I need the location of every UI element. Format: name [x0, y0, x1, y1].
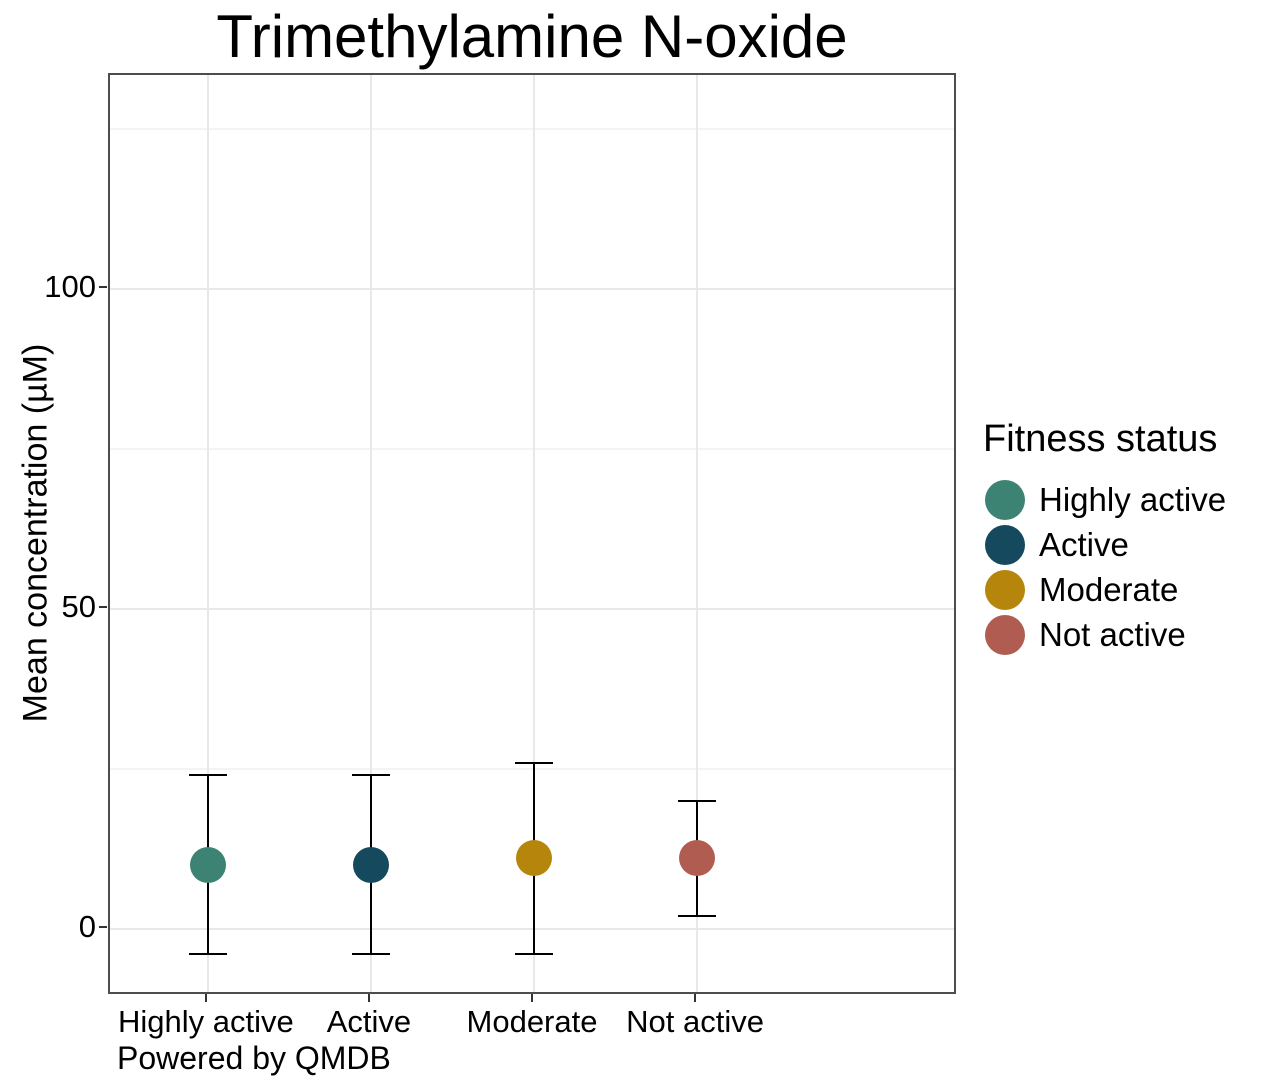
y-tick-label: 0	[78, 908, 96, 944]
x-tick-mark	[531, 994, 533, 1002]
legend: Fitness status Highly active Active Modera…	[983, 418, 1226, 657]
errorbar-cap-bottom	[515, 953, 553, 956]
y-tick-mark	[99, 925, 107, 928]
legend-swatch	[985, 614, 1025, 655]
x-tick-mark	[367, 994, 370, 1002]
legend-entry: Highly active	[985, 477, 1226, 522]
errorbar-cap-top	[515, 761, 553, 764]
y-axis-title: Mean concentration (µM)	[16, 343, 55, 723]
gridline-major	[110, 927, 954, 930]
y-tick-label: 100	[44, 269, 96, 305]
gridline-vertical	[533, 75, 535, 992]
legend-entry: Active	[985, 522, 1226, 567]
y-tick-label: 50	[61, 589, 96, 625]
gridline-minor	[110, 448, 954, 451]
gridline-minor	[110, 767, 954, 770]
plot-panel	[108, 73, 956, 994]
x-tick-mark	[694, 994, 697, 1002]
data-point	[516, 840, 552, 877]
x-tick-label: Not active	[626, 1004, 764, 1039]
x-tick-label: Moderate	[466, 1004, 598, 1039]
data-point	[352, 846, 389, 883]
data-point	[679, 840, 716, 877]
legend-entry: Not active	[985, 612, 1226, 657]
x-tick-label: Highly active	[117, 1004, 294, 1039]
legend-swatch	[985, 479, 1025, 520]
errorbar-cap-bottom	[351, 953, 390, 956]
legend-label: Highly active	[1039, 480, 1227, 518]
chart-caption: Powered by QMDB	[117, 1040, 391, 1076]
y-tick-mark	[99, 606, 107, 609]
legend-swatch	[985, 524, 1025, 565]
gridline-vertical	[206, 75, 209, 992]
gridline-major	[110, 288, 954, 291]
legend-label: Active	[1039, 525, 1129, 563]
errorbar-cap-bottom	[678, 915, 717, 918]
errorbar-cap-top	[678, 799, 717, 802]
legend-label: Not active	[1039, 615, 1186, 653]
legend-entry: Moderate	[985, 567, 1226, 612]
errorbar-cap-top	[351, 774, 390, 777]
gridline-major	[110, 608, 954, 611]
x-tick-label: Active	[326, 1004, 412, 1039]
gridline-vertical	[696, 75, 699, 992]
errorbar-cap-bottom	[188, 953, 227, 956]
legend-label: Moderate	[1039, 570, 1179, 608]
x-tick-mark	[204, 994, 207, 1002]
gridline-vertical	[369, 75, 372, 992]
y-tick-mark	[99, 286, 107, 289]
gridline-minor	[110, 128, 954, 131]
chart-title: Trimethylamine N-oxide	[216, 3, 848, 70]
legend-title: Fitness status	[983, 418, 1218, 460]
errorbar-cap-top	[188, 774, 227, 777]
data-point	[189, 846, 226, 883]
legend-entries: Highly active Active Moderate Not active	[983, 477, 1226, 657]
legend-swatch	[985, 569, 1025, 610]
